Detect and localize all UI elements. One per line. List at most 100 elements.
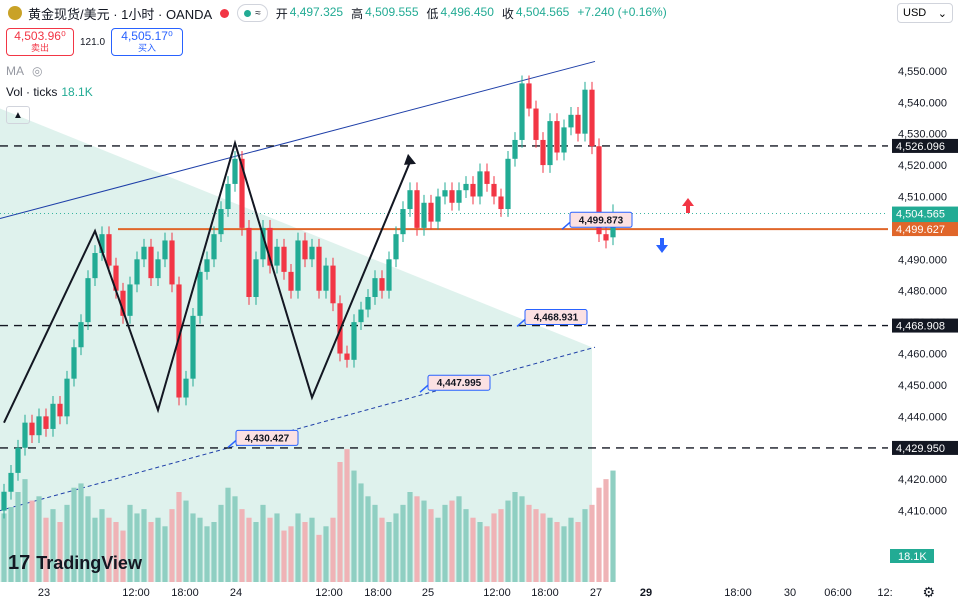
volume-bar	[218, 504, 224, 582]
y-tick-label: 4,480.000	[898, 286, 947, 298]
candle-body	[211, 234, 217, 260]
ma-indicator-label[interactable]: MA ◎	[6, 64, 43, 78]
candle-body	[428, 202, 434, 222]
candle-body	[260, 227, 266, 260]
y-tick-label: 4,420.000	[898, 474, 947, 486]
volume-bar	[470, 517, 476, 582]
volume-bar	[365, 496, 371, 582]
candle-body	[106, 234, 112, 266]
volume-indicator-label[interactable]: Vol · ticks 18.1K	[6, 85, 93, 99]
callout-pointer	[419, 384, 429, 393]
volume-bar	[295, 513, 301, 582]
candle-body	[85, 278, 91, 323]
sell-button[interactable]: 4,503.96⁰ 卖出	[6, 28, 74, 56]
volume-bar	[344, 449, 350, 582]
candle-body	[442, 190, 448, 197]
candle-body	[71, 347, 77, 379]
volume-bar	[372, 504, 378, 582]
volume-bar	[29, 500, 35, 582]
price-label-box	[892, 138, 958, 153]
volume-bar	[575, 522, 581, 582]
volume-bar	[36, 496, 42, 582]
price-axis-bg	[888, 0, 959, 604]
candle-body	[43, 416, 49, 429]
volume-bar	[239, 509, 245, 582]
volume-bar	[526, 504, 532, 582]
volume-bar	[225, 487, 231, 582]
collapse-legend-button[interactable]: ▲	[6, 106, 30, 124]
x-tick-label: 12:00	[483, 587, 511, 599]
candle-body	[491, 183, 497, 197]
buy-button[interactable]: 4,505.17⁰ 买入	[111, 28, 184, 56]
volume-bar	[50, 509, 56, 582]
volume-bar	[141, 509, 147, 582]
candle-body	[330, 265, 336, 304]
x-tick-label: 25	[422, 587, 434, 599]
volume-bar	[337, 462, 343, 582]
x-tick-label: 29	[640, 587, 652, 599]
currency-select[interactable]: USD ⌄	[897, 3, 953, 23]
candle-body	[526, 83, 532, 109]
down-arrow-icon	[656, 238, 668, 253]
data-mode-pill[interactable]: ≈	[237, 4, 268, 22]
volume-bar	[540, 513, 546, 582]
volume-bar	[491, 513, 497, 582]
candle-body	[533, 108, 539, 140]
volume-bar	[358, 483, 364, 582]
candle-body	[505, 158, 511, 210]
volume-bar	[8, 507, 14, 582]
volume-bar	[554, 522, 560, 582]
volume-bar	[449, 500, 455, 582]
x-tick-label: 27	[590, 587, 602, 599]
callout-box	[427, 374, 491, 391]
volume-bar	[519, 496, 525, 582]
candle-body	[309, 246, 315, 260]
y-tick-label: 4,520.000	[898, 160, 947, 172]
x-tick-label: 18:00	[364, 587, 392, 599]
candle-body	[92, 253, 98, 279]
volume-bar	[64, 504, 70, 582]
volume-bar	[1, 513, 7, 582]
candle-body	[316, 246, 322, 291]
volume-bar	[246, 517, 252, 582]
price-label-text: 4,429.950	[896, 443, 945, 455]
candle-body	[302, 240, 308, 260]
candle-body	[386, 259, 392, 291]
candle-body	[547, 121, 553, 166]
volume-bar	[71, 487, 77, 582]
channel-lower-line	[0, 346, 596, 512]
symbol-title[interactable]: 黄金现货/美元 · 1小时 · OANDA	[28, 6, 213, 22]
volume-bar	[316, 534, 322, 582]
volume-bar	[99, 509, 105, 582]
volume-bar	[407, 492, 413, 582]
price-label-box	[892, 440, 958, 455]
callout-label: 4,447.995	[437, 378, 482, 389]
candle-body	[134, 259, 140, 285]
y-tick-label: 4,440.000	[898, 411, 947, 423]
eye-hidden-icon[interactable]: ◎	[32, 64, 43, 78]
x-tick-label: 30	[784, 587, 796, 599]
live-dot-icon	[244, 9, 252, 17]
volume-bar	[169, 509, 175, 582]
tv-logo-icon: 17	[8, 552, 31, 574]
settings-icon[interactable]: ⚙	[922, 584, 935, 600]
callout-pointer	[227, 439, 237, 448]
callout-pointer	[561, 221, 571, 230]
candle-body	[57, 403, 63, 417]
price-label-text: 4,504.565	[896, 209, 945, 221]
tradingview-logo: 17 TradingView	[8, 552, 142, 574]
y-tick-label: 4,510.000	[898, 191, 947, 203]
candle-body	[155, 259, 161, 279]
volume-bar	[155, 517, 161, 582]
x-tick-label: 18:00	[531, 587, 559, 599]
candle-body	[365, 297, 371, 310]
candle-body	[554, 121, 560, 153]
candle-body	[281, 246, 287, 272]
candle-body	[603, 234, 609, 241]
candle-body	[148, 246, 154, 279]
volume-bar	[232, 496, 238, 582]
volume-bar	[85, 496, 91, 582]
candle-body	[449, 190, 455, 203]
candle-body	[407, 190, 413, 210]
